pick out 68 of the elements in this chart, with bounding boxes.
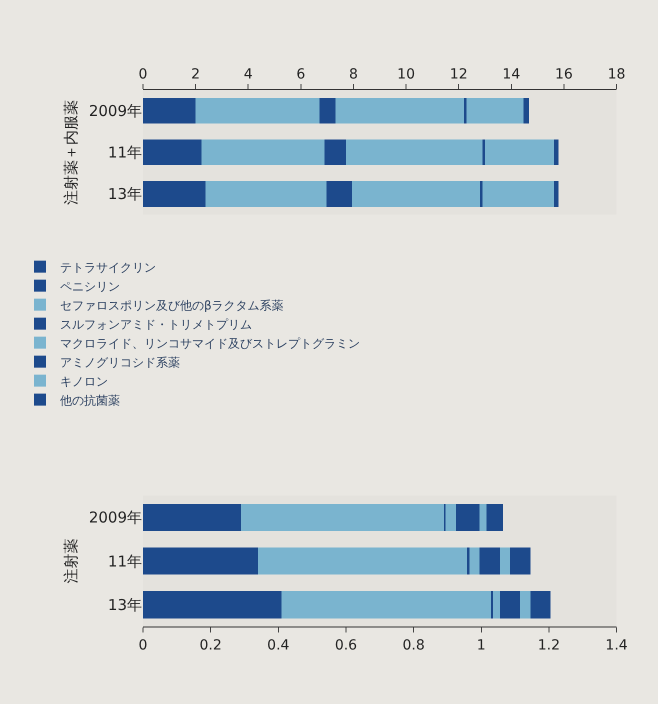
- y-tick-label: 11年: [108, 552, 142, 570]
- bar: [466, 98, 524, 124]
- x-tick-label: 0.6: [334, 637, 358, 654]
- bar: [482, 181, 554, 207]
- bar: [530, 591, 551, 618]
- y-tick-label: 13年: [108, 596, 142, 614]
- bar: [143, 591, 282, 618]
- legend-label: アミノグリコシド系薬: [60, 355, 180, 370]
- x-tick-label: 12: [450, 66, 468, 82]
- legend-label: ペニシリン: [60, 279, 120, 294]
- x-tick-label: 1: [476, 637, 486, 654]
- y-tick-label: 2009年: [88, 102, 142, 120]
- x-tick-label: 8: [349, 66, 358, 82]
- bar: [195, 98, 320, 124]
- x-tick-label: 10: [397, 66, 415, 82]
- bar: [480, 504, 486, 531]
- bar: [282, 591, 492, 618]
- bar: [352, 181, 480, 207]
- bar: [346, 139, 482, 166]
- x-tick-label: 0.2: [200, 637, 222, 654]
- bar: [143, 504, 242, 531]
- x-tick-label: 6: [296, 66, 306, 82]
- bar: [205, 181, 326, 207]
- bar: [258, 548, 468, 575]
- bar: [336, 98, 464, 124]
- bar: [319, 98, 336, 124]
- bar: [480, 548, 500, 575]
- x-tick-label: 4: [244, 66, 253, 82]
- legend-label: 他の抗菌薬: [60, 393, 120, 408]
- bar: [493, 591, 500, 618]
- bar: [482, 139, 485, 166]
- bar: [510, 548, 530, 575]
- x-tick-label: 1.2: [538, 637, 560, 654]
- x-tick-label: 0: [138, 637, 148, 654]
- bar: [500, 548, 510, 575]
- bar: [143, 548, 258, 575]
- bar: [484, 139, 554, 166]
- bar: [464, 98, 467, 124]
- bar: [520, 591, 530, 618]
- x-tick-label: 18: [608, 66, 626, 82]
- bar: [524, 98, 529, 124]
- y-tick-label: 13年: [108, 185, 142, 204]
- y-tick-label: 2009年: [88, 508, 142, 527]
- bar: [202, 139, 324, 166]
- y-axis-title: 注射薬: [62, 538, 80, 584]
- x-tick-label: 1.4: [605, 637, 628, 654]
- x-tick-label: 16: [555, 66, 573, 82]
- bar: [500, 591, 520, 618]
- legend-label: セファロスポリン及び他のβラクタム系薬: [60, 298, 284, 312]
- bar: [469, 548, 480, 575]
- x-tick-label: 2: [191, 66, 200, 82]
- legend-label: キノロン: [60, 374, 108, 388]
- x-tick-label: 14: [502, 66, 520, 82]
- legend-label: テトラサイクリン: [60, 260, 156, 274]
- x-tick-label: 0.4: [267, 637, 290, 654]
- x-tick-label: 0.8: [402, 637, 425, 654]
- bar: [480, 181, 482, 207]
- y-tick-label: 11年: [108, 144, 142, 162]
- y-axis-title: 注射薬＋内服薬: [62, 100, 80, 205]
- bar: [554, 181, 559, 207]
- legend-label: マクロライド、リンコサマイド及びストレプトグラミン: [60, 336, 360, 350]
- bar: [486, 504, 504, 531]
- legend-label: スルフォンアミド・トリメトプリム: [60, 317, 252, 332]
- x-tick-label: 0: [138, 66, 148, 82]
- bar: [456, 504, 480, 531]
- bar: [326, 181, 352, 207]
- bar: [324, 139, 346, 166]
- bar: [554, 139, 559, 166]
